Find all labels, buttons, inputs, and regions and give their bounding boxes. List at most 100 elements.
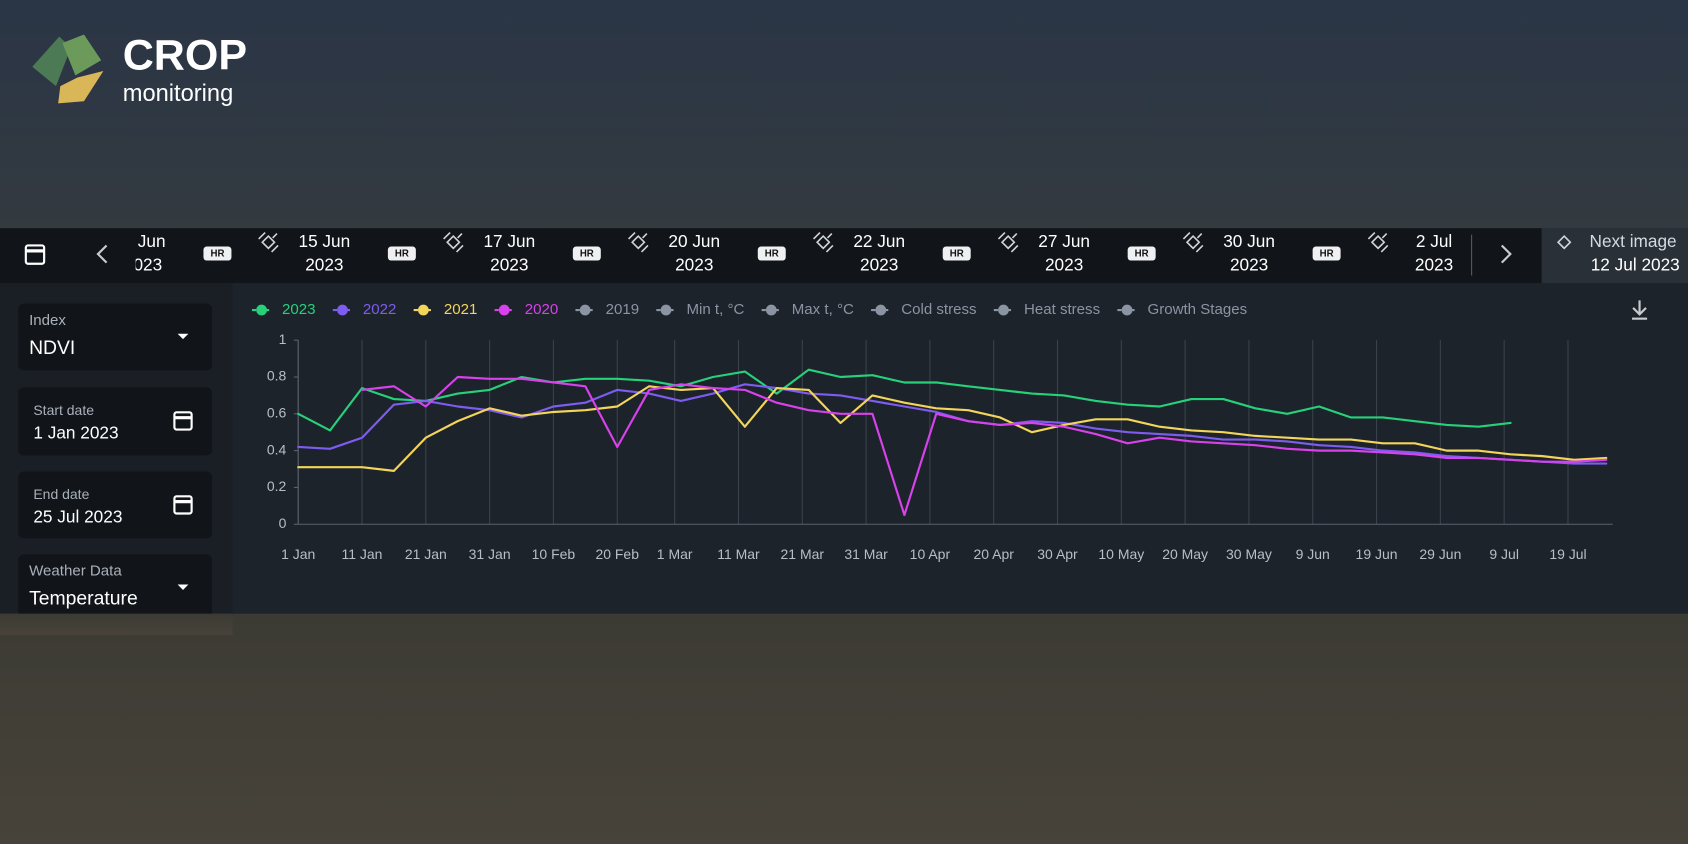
y-tick-label: 0.8 <box>267 368 287 384</box>
sidebar-fields: Index NDVI Start date 1 Jan 2023 End date 25 … <box>0 303 233 636</box>
x-tick-label: 21 Jan <box>405 546 447 562</box>
form-field[interactable]: Weather Data Temperature <box>18 554 213 630</box>
satellite-icon <box>1182 231 1204 253</box>
timeline-item[interactable]: 30 Jun 2023 HR <box>1182 231 1341 275</box>
timeline-item[interactable]: 20 Jun 2023 HR <box>628 231 786 275</box>
form-field[interactable]: Index NDVI <box>18 303 213 371</box>
x-tick-label: 1 Mar <box>657 546 693 562</box>
x-tick-label: 31 Jan <box>469 546 511 562</box>
x-tick-label: 19 Jun <box>1356 546 1398 562</box>
calendar-button[interactable] <box>24 244 46 265</box>
field-box <box>18 303 213 371</box>
hr-badge <box>757 246 786 261</box>
x-tick-label: 11 Jan <box>342 546 383 562</box>
y-tick-label: 0.4 <box>267 441 287 457</box>
timeline-date: 22 Jun <box>853 231 905 251</box>
prev-arrow[interactable] <box>96 244 108 264</box>
timeline-year: 2023 <box>490 254 528 274</box>
calendar-icon <box>24 244 46 265</box>
x-tick-label: 20 Apr <box>973 546 1014 562</box>
satellite-icon <box>1556 234 1572 250</box>
background-photo <box>0 0 1688 229</box>
timeline-item[interactable]: 2 Jul 2023 <box>1367 231 1453 275</box>
timeline-item[interactable]: 15 Jun 2023 HR <box>258 231 416 275</box>
dropdown-arrow <box>177 333 189 340</box>
timeline-date: Jun <box>138 231 166 251</box>
legend-swatch <box>498 304 510 316</box>
legend-item[interactable]: Cold stress <box>871 301 977 318</box>
legend-item[interactable]: 2022 <box>332 301 397 318</box>
icon-part <box>1370 234 1386 250</box>
next-image-date: 12 Jul 2023 <box>1591 254 1680 274</box>
legend-label: Heat stress <box>1024 301 1100 318</box>
satellite-icon <box>258 231 279 253</box>
legend-swatch <box>337 304 348 316</box>
legend-item[interactable]: 2020 <box>494 301 559 318</box>
legend-item[interactable]: 2023 <box>251 301 316 318</box>
field-value: 1 Jan 2023 <box>33 422 118 442</box>
chart: 1 Jan 11 Jan 21 Jan 31 Jan 10 Feb 20 Feb 1 Mar… <box>251 301 1613 562</box>
x-tick-label: 11 Mar <box>717 546 760 562</box>
timeline-item[interactable]: 22 Jun 2023 HR <box>812 231 971 275</box>
hr-badge-label: HR <box>1135 249 1149 260</box>
legend-item[interactable]: Max t, °C <box>761 301 854 318</box>
legend-swatch <box>998 304 1009 316</box>
icon-part <box>997 231 1019 253</box>
legend-label: Cold stress <box>901 301 976 318</box>
legend-item[interactable]: Heat stress <box>993 301 1100 318</box>
x-tick-label: 20 Feb <box>595 546 639 562</box>
timeline-date: 30 Jun <box>1223 231 1275 251</box>
hr-badge-label: HR <box>765 249 779 260</box>
icon-part <box>1000 234 1016 250</box>
satellite-icon <box>997 231 1019 253</box>
download-button[interactable] <box>1632 300 1648 320</box>
y-tick-label: 0 <box>279 515 287 531</box>
x-tick-label: 1 Jan <box>281 546 315 562</box>
logo[interactable]: CROP monitoring <box>32 32 247 107</box>
field-label: Index <box>29 312 66 329</box>
timeline-item[interactable]: 27 Jun 2023 HR <box>997 231 1156 275</box>
data-line <box>360 375 1608 517</box>
dropdown-arrow <box>177 584 189 590</box>
next-arrow[interactable] <box>1500 244 1512 264</box>
timeline-item[interactable]: Jun 023 HR <box>133 231 232 275</box>
satellite-icon <box>1367 231 1389 253</box>
hr-badge-label: HR <box>1320 249 1334 260</box>
icon-part <box>631 234 646 250</box>
x-tick-label: 20 May <box>1162 546 1208 562</box>
satellite-icon <box>812 231 834 253</box>
x-tick-label: 29 Jun <box>1419 546 1461 562</box>
x-tick-label: 10 Feb <box>532 546 576 562</box>
timeline-item[interactable]: 17 Jun 2023 HR <box>443 231 601 275</box>
legend-item[interactable]: 2021 <box>413 301 478 318</box>
legend-item[interactable]: Growth Stages <box>1117 301 1247 318</box>
x-tick-label: 10 May <box>1098 546 1144 562</box>
timeline-date: 15 Jun <box>299 231 351 251</box>
y-tick-label: 0.2 <box>267 478 287 494</box>
legend-swatch <box>1121 304 1133 316</box>
calendar-icon <box>173 495 193 515</box>
field-box <box>18 387 213 456</box>
icon-part <box>1556 234 1572 250</box>
field-label: Start date <box>33 402 94 418</box>
x-tick-label: 9 Jul <box>1489 546 1519 562</box>
form-field[interactable]: End date 25 Jul 2023 <box>18 471 213 539</box>
hr-badge-label: HR <box>580 249 594 260</box>
form-field[interactable]: Start date 1 Jan 2023 <box>18 387 213 456</box>
hr-badge <box>203 246 232 261</box>
x-tick-label: 21 Mar <box>781 546 825 562</box>
next-image-label: Next image <box>1590 231 1677 251</box>
legend-swatch <box>579 304 591 316</box>
timeline-date: 2 Jul <box>1416 231 1452 251</box>
legend-label: 2022 <box>363 301 397 318</box>
legend-item[interactable]: 2019 <box>575 301 639 318</box>
timeline-year: 2023 <box>1045 254 1083 274</box>
field-box <box>18 554 213 630</box>
timeline-date: 17 Jun <box>483 231 535 251</box>
legend-item[interactable]: Min t, °C <box>656 301 744 318</box>
timeline-year: 2023 <box>675 254 713 274</box>
x-tick-label: 9 Jun <box>1296 546 1330 562</box>
x-tick-label: 10 Apr <box>910 546 951 562</box>
